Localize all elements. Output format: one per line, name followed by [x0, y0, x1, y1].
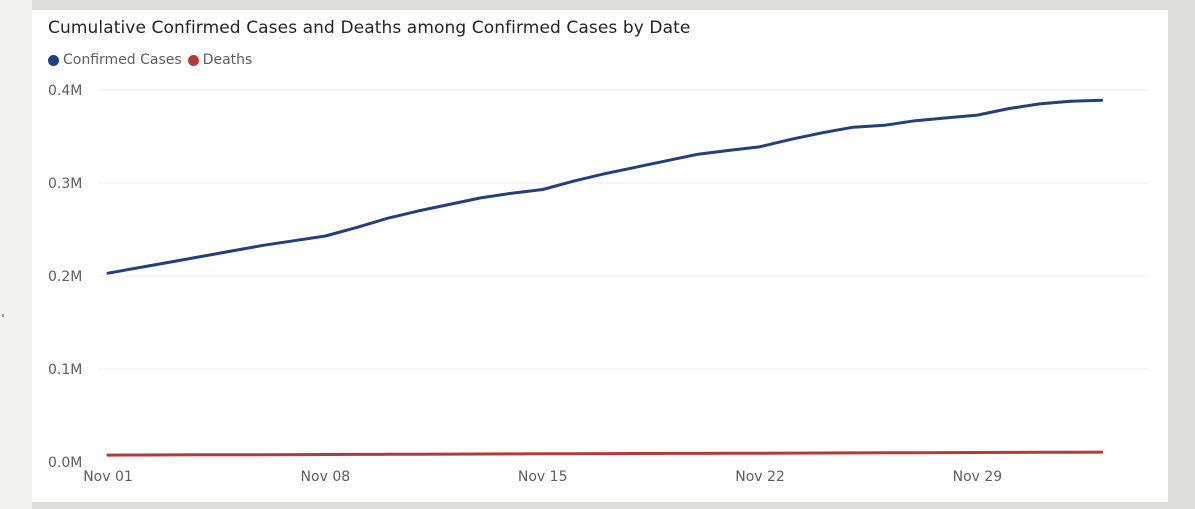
x-tick-label: Nov 08 [301, 469, 351, 485]
y-tick-label: 0.1M [48, 362, 82, 378]
x-tick-label: Nov 01 [83, 469, 133, 485]
legend-marker-deaths [187, 54, 199, 66]
legend-label-confirmed-cases: Confirmed Cases [63, 52, 182, 68]
chart-panel: Cumulative Confirmed Cases and Deaths am… [32, 10, 1168, 502]
legend-marker-confirmed-cases [48, 54, 59, 66]
chart-title: Cumulative Confirmed Cases and Deaths am… [48, 18, 691, 38]
line-chart-plot: 0.0M 0.1M 0.2M 0.3M 0.4M Nov 01 Nov 08 Nov 15 No… [48, 83, 1148, 485]
x-tick-label: Nov 29 [953, 469, 1003, 485]
legend-item-deaths[interactable]: Deaths [187, 52, 253, 68]
series-line-confirmed-cases [106, 98, 1104, 275]
y-tick-label: 0.0M [48, 455, 82, 471]
edge-mark [2, 314, 4, 317]
x-tick-label: Nov 15 [518, 469, 568, 485]
legend-item-confirmed-cases[interactable]: Confirmed Cases [48, 52, 182, 68]
y-tick-label: 0.3M [48, 176, 82, 192]
chart-legend: Confirmed Cases Deaths [48, 52, 258, 68]
y-tick-label: 0.2M [48, 269, 82, 285]
legend-label-deaths: Deaths [202, 52, 253, 68]
y-tick-label: 0.4M [48, 83, 82, 99]
x-tick-label: Nov 22 [735, 469, 785, 485]
series-line-deaths [106, 450, 1104, 457]
left-margin-strip [0, 0, 32, 509]
